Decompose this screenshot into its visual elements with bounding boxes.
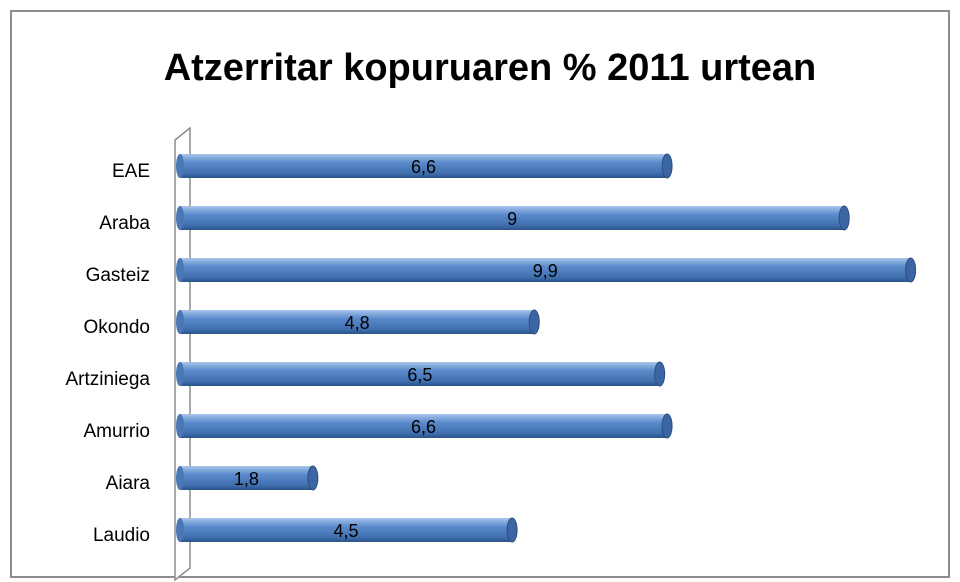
data-label: 9,9: [533, 261, 558, 281]
bar-start-cap: [176, 206, 184, 230]
bar-body: [180, 310, 535, 334]
bar: [176, 465, 319, 491]
bar-end-cap: [661, 413, 673, 439]
chart-title: Atzerritar kopuruaren % 2011 urtean: [164, 47, 817, 89]
bar-start-cap: [176, 518, 184, 542]
bar-body: [180, 466, 313, 490]
bar-end-cap: [506, 517, 518, 543]
chart-frame: [10, 10, 950, 578]
bar-start-cap: [176, 154, 184, 178]
bar: [176, 517, 518, 543]
bar-body: [180, 154, 668, 178]
bar-start-cap: [176, 258, 184, 282]
bar: [176, 257, 917, 283]
bar-body: [180, 206, 845, 230]
y-tick-label: Araba: [99, 213, 150, 234]
bar-body: [180, 362, 660, 386]
bar: [176, 361, 666, 387]
bar-body: [180, 258, 911, 282]
bar-start-cap: [176, 310, 184, 334]
y-tick-label: Artziniega: [66, 369, 151, 390]
data-label: 6,5: [407, 365, 432, 385]
y-tick-label: Laudio: [93, 525, 150, 546]
data-label: 1,8: [234, 469, 259, 489]
bar-end-cap: [528, 309, 540, 335]
bar-body: [180, 518, 513, 542]
bar-end-cap: [661, 153, 673, 179]
data-label: 6,6: [411, 157, 436, 177]
axis-wall: [174, 126, 191, 582]
y-tick-label: Okondo: [83, 317, 150, 338]
bar-end-cap: [654, 361, 666, 387]
y-tick-label: Aiara: [106, 473, 151, 494]
y-tick-label: Amurrio: [83, 421, 150, 442]
data-label: 9: [507, 209, 517, 229]
bar-end-cap: [838, 205, 850, 231]
bar: [176, 413, 673, 439]
y-tick-label: Gasteiz: [86, 265, 150, 286]
bar-end-cap: [307, 465, 319, 491]
bar-end-cap: [905, 257, 917, 283]
bar: [176, 205, 850, 231]
y-tick-label: EAE: [112, 161, 150, 182]
bar: [176, 153, 673, 179]
bar-start-cap: [176, 362, 184, 386]
data-label: 4,5: [334, 521, 359, 541]
data-label: 6,6: [411, 417, 436, 437]
bar-body: [180, 414, 668, 438]
bar-start-cap: [176, 466, 184, 490]
data-label: 4,8: [345, 313, 370, 333]
bar: [176, 309, 540, 335]
bar-start-cap: [176, 414, 184, 438]
